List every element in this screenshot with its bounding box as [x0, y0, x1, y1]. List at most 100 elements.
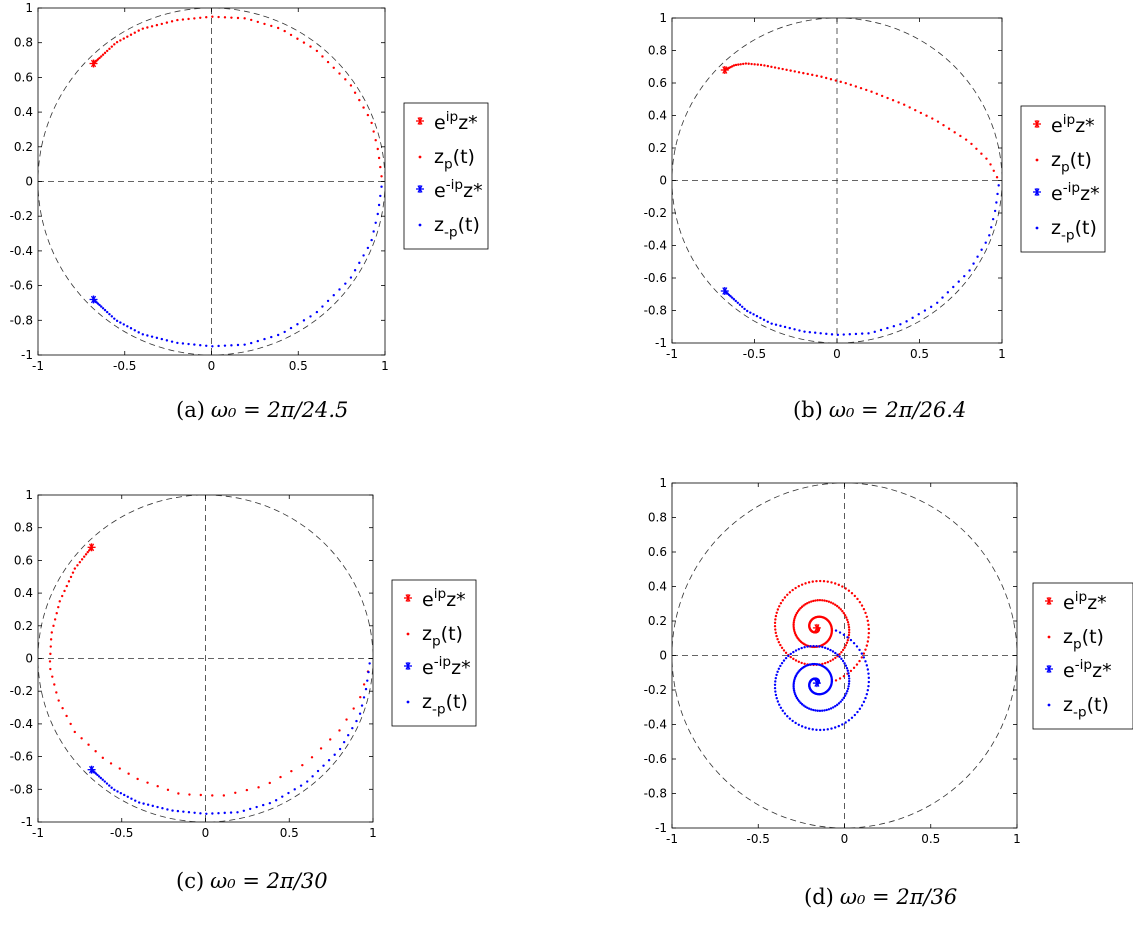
- trajectory-point: [766, 64, 770, 68]
- trajectory-point: [867, 680, 871, 684]
- x-tick-label: 1: [369, 826, 377, 840]
- trajectory-point: [773, 686, 777, 690]
- trajectory-point: [105, 310, 109, 314]
- legend-entry-label: zp(t): [1051, 149, 1092, 175]
- trajectory-point: [374, 221, 377, 224]
- star-point: [87, 543, 96, 552]
- trajectory-point: [338, 747, 342, 751]
- trajectory-point: [829, 659, 832, 663]
- legend-entry-label: z-p(t): [1051, 217, 1097, 243]
- trajectory-point: [835, 604, 839, 608]
- trajectory-point: [847, 589, 851, 592]
- trajectory-point: [830, 581, 833, 584]
- trajectory-point: [964, 138, 968, 141]
- trajectory-point: [800, 703, 804, 706]
- trajectory-point: [126, 35, 129, 38]
- trajectory-point: [777, 641, 781, 644]
- trajectory-point: [53, 618, 57, 621]
- trajectory-point: [775, 611, 778, 614]
- trajectory-point: [762, 318, 766, 322]
- trajectory-point: [875, 92, 879, 96]
- trajectory-point: [959, 134, 962, 138]
- trajectory-point: [942, 123, 945, 127]
- trajectory-point: [860, 656, 864, 659]
- trajectory-point: [355, 719, 358, 723]
- trajectory-point: [867, 672, 870, 675]
- trajectory-point: [984, 241, 987, 244]
- trajectory-point: [826, 660, 830, 664]
- trajectory-point: [283, 29, 286, 33]
- trajectory-point: [205, 16, 208, 19]
- trajectory-point: [990, 226, 993, 229]
- trajectory-point: [242, 809, 246, 812]
- trajectory-point: [86, 551, 89, 554]
- trajectory-point: [746, 309, 749, 313]
- trajectory-point: [953, 131, 956, 134]
- trajectory-point: [784, 651, 788, 655]
- trajectory-point: [818, 709, 822, 713]
- trajectory-point: [847, 628, 851, 632]
- trajectory-point: [774, 631, 777, 635]
- trajectory-point: [847, 674, 851, 678]
- trajectory-point: [773, 683, 777, 686]
- trajectory-point: [740, 305, 744, 309]
- legend-entry-label: e-ipz*: [434, 177, 483, 202]
- trajectory-z_{-p}(t): [723, 184, 1000, 337]
- trajectory-point: [830, 727, 833, 730]
- trajectory-point: [852, 641, 856, 645]
- trajectory-point: [837, 702, 841, 705]
- trajectory-point: [846, 687, 850, 690]
- trajectory-point: [794, 586, 797, 590]
- trajectory-point: [867, 676, 871, 680]
- trajectory-point: [773, 621, 777, 625]
- trajectory-point: [146, 26, 149, 29]
- trajectory-point: [800, 605, 804, 608]
- trajectory-point: [946, 291, 950, 294]
- trajectory-point: [810, 708, 813, 711]
- y-tick-label: -0.6: [644, 752, 667, 766]
- trajectory-point: [995, 176, 999, 179]
- legend-star-marker: [404, 594, 412, 602]
- trajectory-point: [141, 333, 145, 336]
- trajectory-point: [791, 588, 794, 592]
- star-point: [87, 765, 96, 774]
- trajectory-point: [941, 296, 944, 299]
- trajectory-point: [803, 646, 806, 649]
- y-tick-label: 0.8: [648, 511, 667, 525]
- trajectory-point: [223, 344, 227, 347]
- trajectory-point: [836, 653, 839, 657]
- trajectory-point: [867, 332, 870, 335]
- trajectory-z_{-p}(t): [92, 185, 383, 348]
- trajectory-point: [845, 667, 849, 670]
- trajectory-point: [784, 656, 788, 660]
- panel-d: -1 -0.5 0 0.5 1 -1 -0.8 -0.6 -0.4 -0.2 0 0.2 0.4 0.6 0…: [644, 476, 1133, 846]
- y-tick-label: 0.2: [648, 614, 667, 628]
- trajectory-point: [160, 22, 164, 26]
- trajectory-point: [333, 753, 336, 756]
- trajectory-point: [775, 697, 778, 700]
- trajectory-point: [150, 25, 154, 28]
- trajectory-point: [864, 660, 867, 663]
- legend-dot-marker: [1047, 703, 1051, 707]
- trajectory-point: [287, 791, 290, 795]
- trajectory-point: [230, 344, 233, 347]
- trajectory-point: [812, 644, 815, 648]
- trajectory-point: [248, 807, 252, 811]
- legend-star-marker: [1045, 665, 1053, 673]
- trajectory-point: [193, 811, 196, 814]
- trajectory-point: [947, 127, 951, 130]
- trajectory-point: [150, 335, 154, 338]
- trajectory-point: [880, 94, 884, 98]
- trajectory-point: [374, 139, 377, 142]
- y-tick-label: 0.6: [648, 545, 667, 559]
- trajectory-point: [847, 682, 851, 685]
- trajectory-point: [846, 618, 849, 622]
- trajectory-point: [63, 589, 66, 593]
- legend-entry-label: zp(t): [434, 146, 475, 172]
- trajectory-point: [87, 743, 90, 746]
- trajectory-point: [865, 615, 869, 618]
- trajectory-point: [867, 684, 870, 688]
- trajectory-point: [744, 62, 748, 65]
- trajectory-point: [779, 643, 782, 647]
- x-tick-label: -1: [666, 347, 678, 361]
